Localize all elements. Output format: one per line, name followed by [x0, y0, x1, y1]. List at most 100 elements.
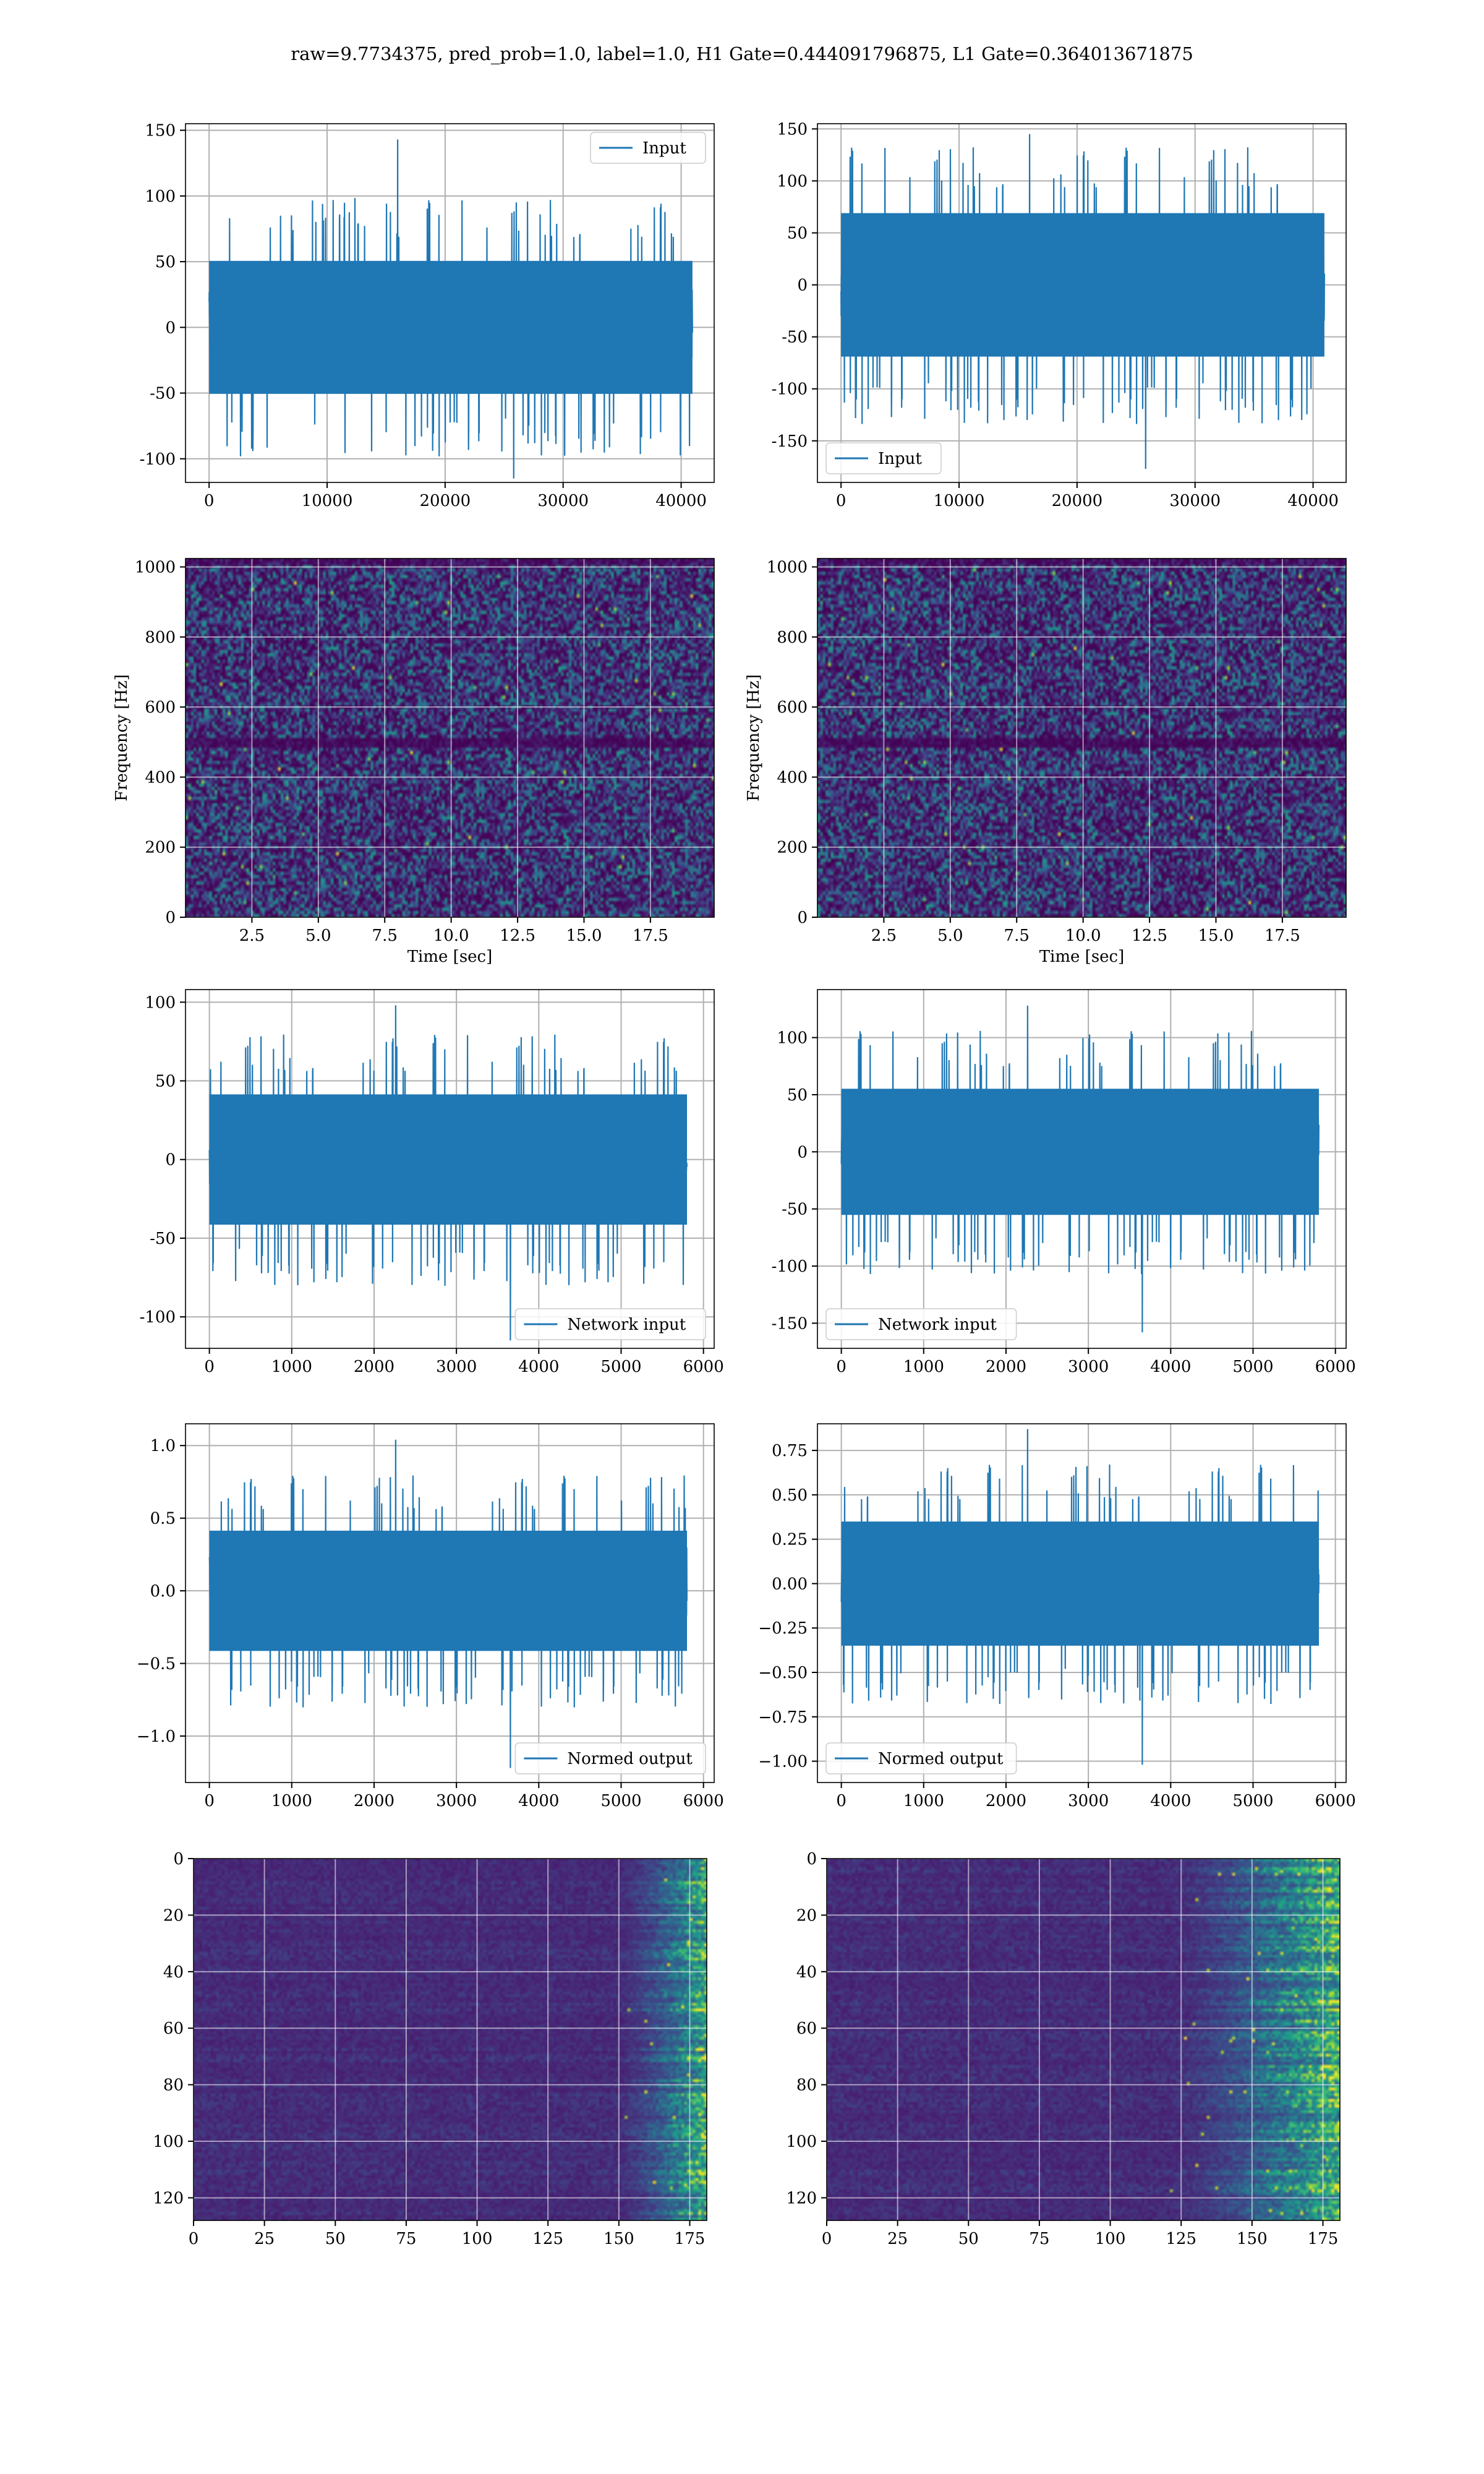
l1-feature-map-ticks: 0 25 50 75 100 125 150 175 0 20 40 60 80 100 120	[786, 1850, 1338, 2248]
h1-normed-output-ticks: 0 1000 2000 3000 4000 5000 6000 −1.0 −0.5 0.0 0.5 1…	[137, 1437, 724, 1810]
y-tick-label: 0.0	[150, 1582, 176, 1601]
x-tick-label: 6000	[1315, 1792, 1356, 1810]
legend-box	[590, 132, 706, 164]
y-tick-label: 1000	[135, 559, 176, 577]
legend-label: Normed output	[878, 1750, 1004, 1768]
l1-spectrogram-image	[817, 559, 1346, 917]
x-tick-label: 20000	[1052, 492, 1103, 510]
y-tick-label: 0	[797, 276, 808, 295]
y-tick-label: 600	[777, 698, 808, 717]
legend-box	[514, 1308, 706, 1340]
x-tick-label: 2.5	[239, 927, 265, 945]
l1-spectrogram-ylabel: Frequency [Hz]	[744, 674, 763, 802]
h1-feature-map-grid	[193, 1858, 707, 2220]
y-tick-label: 0.50	[772, 1486, 808, 1505]
y-tick-label: 50	[155, 1072, 176, 1091]
x-tick-label: 2.5	[871, 927, 897, 945]
x-tick-label: 12.5	[500, 927, 535, 945]
y-tick-label: 0.75	[772, 1442, 808, 1460]
l1-network-input-frame	[817, 989, 1347, 1349]
x-tick-label: 75	[396, 2230, 416, 2248]
x-tick-label: 15.0	[566, 927, 602, 945]
h1-normed-output-frame	[185, 1423, 715, 1783]
y-tick-label: 100	[777, 1029, 808, 1048]
x-tick-label: 7.5	[372, 927, 398, 945]
l1-network-input-ticks: 0 1000 2000 3000 4000 5000 6000 -150 -100 -50 0 50 1…	[772, 1029, 1356, 1376]
l1-spectrogram-ticks: 2.5 5.0 7.5 10.0 12.5 15.0 17.5 0 200 400 600 800 10…	[767, 559, 1300, 945]
x-tick-label: 10.0	[1065, 927, 1101, 945]
y-tick-label: 600	[145, 698, 176, 717]
y-tick-label: -50	[782, 328, 808, 347]
y-tick-label: 80	[163, 2076, 184, 2095]
x-tick-label: 3000	[1068, 1792, 1109, 1810]
legend-box	[825, 1742, 1017, 1774]
h1-feature-map-image	[194, 1859, 707, 2220]
h1-spectrogram-xlabel: Time [sec]	[407, 948, 493, 966]
legend-label: Network input	[878, 1316, 997, 1334]
x-tick-label: 3000	[436, 1358, 477, 1376]
y-tick-label: 200	[777, 839, 808, 857]
y-tick-label: 100	[145, 187, 176, 206]
y-tick-label: 0	[797, 1143, 808, 1162]
x-tick-label: 50	[325, 2230, 346, 2248]
l1-feature-map-image	[827, 1859, 1340, 2220]
x-tick-label: 0	[822, 2230, 832, 2248]
l1-feature-map-frame	[826, 1858, 1341, 2221]
h1-spectrogram-ticks: 2.5 5.0 7.5 10.0 12.5 15.0 17.5 0 200 400 600 800 10…	[135, 559, 668, 945]
y-tick-label: 0	[165, 319, 176, 337]
h1-input-frame	[185, 123, 715, 483]
x-tick-label: 5.0	[937, 927, 963, 945]
h1-spectrogram-image	[186, 559, 714, 917]
x-tick-label: 30000	[537, 492, 589, 510]
l1-feature-map-grid	[826, 1858, 1340, 2220]
x-tick-label: 0	[204, 492, 215, 510]
h1-feature-map-axes	[194, 1859, 707, 2220]
h1-spectrogram-ylabel: Frequency [Hz]	[113, 674, 131, 802]
y-tick-label: 800	[777, 628, 808, 647]
l1-network-input-axes	[840, 1005, 1320, 1333]
x-tick-label: 40000	[655, 492, 707, 510]
h1-network-input-ticks: 0 1000 2000 3000 4000 5000 6000 -100 -50 0 50 100	[140, 993, 724, 1376]
legend-label: Normed output	[567, 1750, 693, 1768]
l1-network-input-series-band	[841, 1089, 1320, 1215]
legend-box	[514, 1742, 706, 1774]
x-tick-label: 50	[958, 2230, 979, 2248]
l1-feature-map-axes	[827, 1859, 1340, 2220]
y-tick-label: 100	[153, 2133, 184, 2151]
y-tick-label: 60	[163, 2019, 184, 2038]
y-tick-label: 200	[145, 839, 176, 857]
y-tick-label: 120	[786, 2189, 817, 2207]
h1-spectrogram-axes	[186, 559, 714, 917]
l1-input-series-band	[841, 213, 1324, 357]
x-tick-label: 25	[254, 2230, 275, 2248]
l1-spectrogram-axes	[817, 559, 1346, 917]
y-tick-label: 120	[153, 2189, 184, 2207]
x-tick-label: 125	[532, 2230, 563, 2248]
y-tick-label: 150	[145, 122, 176, 140]
x-tick-label: 5000	[1232, 1792, 1273, 1810]
x-tick-label: 0	[204, 1358, 215, 1376]
y-tick-label: 0	[806, 1850, 817, 1868]
y-tick-label: 800	[145, 628, 176, 647]
x-tick-label: 175	[1308, 2230, 1339, 2248]
x-tick-label: 12.5	[1132, 927, 1167, 945]
x-tick-label: 5.0	[305, 927, 331, 945]
y-tick-label: −0.50	[758, 1664, 808, 1682]
x-tick-label: 5000	[1232, 1358, 1273, 1376]
x-tick-label: 17.5	[1264, 927, 1300, 945]
x-tick-label: 3000	[1068, 1358, 1109, 1376]
y-tick-label: 0	[797, 909, 808, 927]
legend-box	[825, 1308, 1017, 1340]
y-tick-label: 100	[145, 993, 176, 1012]
x-tick-label: 10000	[302, 492, 353, 510]
y-tick-label: 400	[145, 768, 176, 787]
y-tick-label: 40	[796, 1963, 817, 1982]
l1-input-frame	[817, 123, 1347, 483]
y-tick-label: -100	[772, 1257, 808, 1276]
y-tick-label: -150	[772, 432, 808, 451]
y-tick-label: 20	[163, 1906, 184, 1925]
y-tick-label: 1000	[767, 559, 808, 577]
h1-normed-output-legend: Normed output	[514, 1742, 706, 1774]
x-tick-label: 0	[836, 492, 846, 510]
